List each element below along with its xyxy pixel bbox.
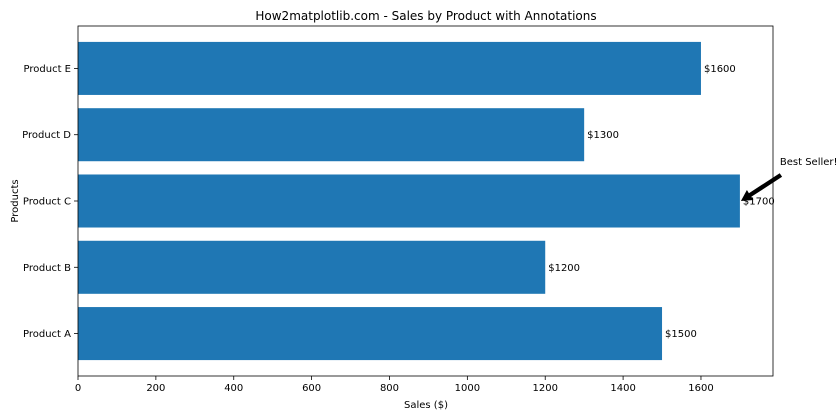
bar-value-label-product-b: $1200	[548, 263, 580, 274]
y-tick-label-product-e: Product E	[24, 64, 71, 75]
x-axis: 0 200 400 600 800 1000 1200 1400 1600	[75, 376, 714, 394]
plot-area: $1500 $1200 $1700 $1300 $1600	[78, 41, 775, 361]
annotation-text: Best Seller!	[780, 157, 838, 168]
bar-product-b	[78, 240, 546, 294]
bar-product-d	[78, 108, 585, 162]
y-tick-label-product-a: Product A	[23, 329, 71, 340]
y-axis-label: Products	[10, 179, 21, 222]
x-tick-label-1400: 1400	[610, 383, 635, 394]
annotation-arrow	[740, 173, 783, 201]
x-tick-label-0: 0	[75, 383, 81, 394]
x-tick-label-1600: 1600	[688, 383, 713, 394]
bar-value-label-product-c: $1700	[743, 197, 775, 208]
x-tick-label-400: 400	[224, 383, 243, 394]
annotation-best-seller: Best Seller!	[740, 157, 838, 201]
x-tick-label-600: 600	[302, 383, 321, 394]
bar-value-label-product-e: $1600	[704, 64, 736, 75]
y-axis: Product A Product B Product C Product D Prod…	[22, 64, 78, 340]
bar-product-c	[78, 174, 740, 228]
x-tick-label-1000: 1000	[455, 383, 480, 394]
chart-title: How2matplotlib.com - Sales by Product wi…	[255, 9, 596, 23]
x-axis-label: Sales ($)	[404, 400, 448, 411]
x-tick-label-1200: 1200	[533, 383, 558, 394]
bar-product-e	[78, 41, 701, 95]
y-tick-label-product-b: Product B	[23, 263, 71, 274]
x-tick-label-200: 200	[146, 383, 165, 394]
y-tick-label-product-c: Product C	[23, 197, 71, 208]
bar-value-label-product-a: $1500	[665, 329, 697, 340]
bar-product-a	[78, 307, 663, 361]
y-tick-label-product-d: Product D	[22, 130, 71, 141]
x-tick-label-800: 800	[380, 383, 399, 394]
bar-value-label-product-d: $1300	[587, 130, 619, 141]
